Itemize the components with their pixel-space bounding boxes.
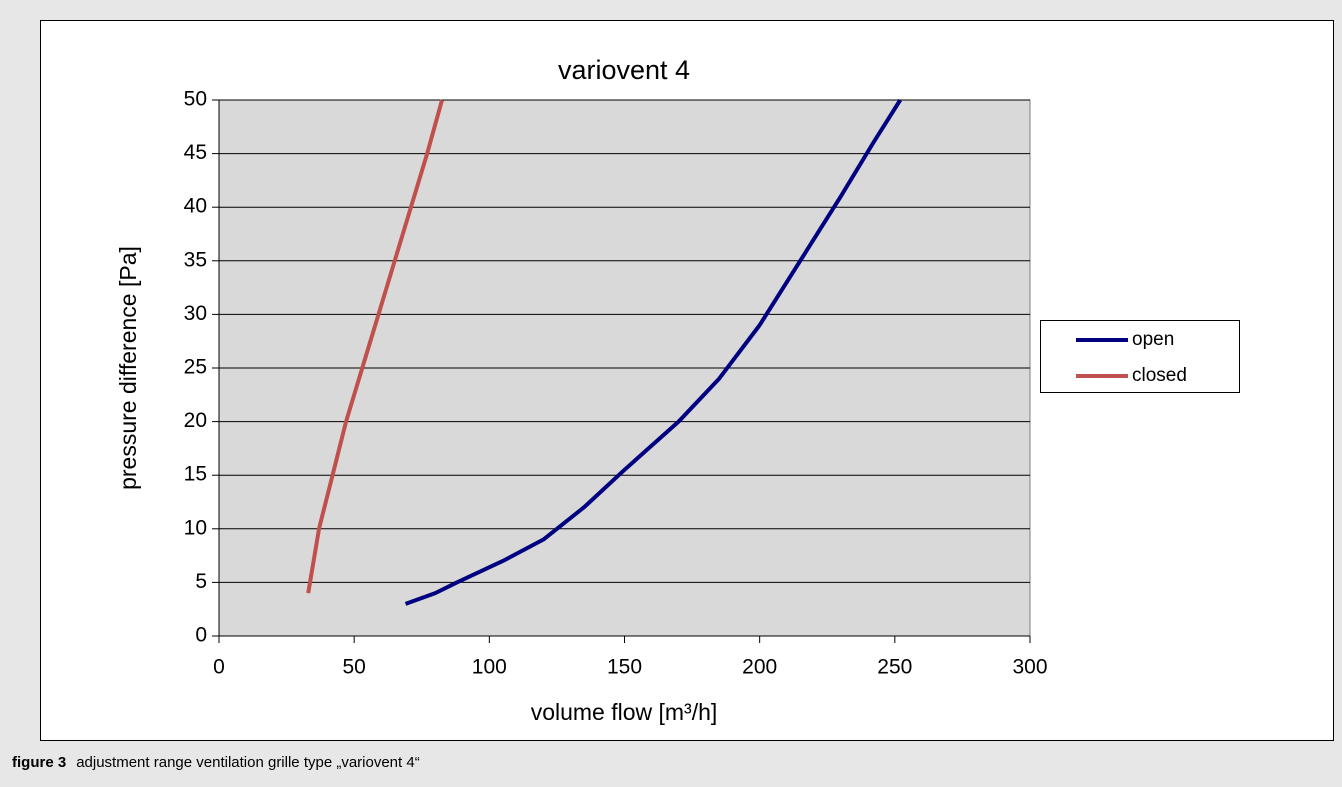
x-tick-label: 150 (607, 656, 642, 679)
y-tick-label: 45 (184, 141, 207, 164)
y-tick-label: 0 (195, 624, 207, 647)
y-axis-title: pressure difference [Pa] (115, 246, 141, 490)
y-tick-label: 30 (184, 302, 207, 325)
x-tick-label: 300 (1012, 656, 1047, 679)
legend-label: closed (1132, 365, 1187, 386)
caption-label: figure 3 (12, 754, 66, 771)
caption: figure 3 adjustment range ventilation gri… (12, 754, 420, 771)
x-tick-label: 200 (742, 656, 777, 679)
y-tick-label: 40 (184, 195, 207, 218)
legend (1040, 320, 1240, 393)
x-tick-label: 50 (342, 656, 365, 679)
line-series (306, 99, 444, 594)
y-tick-label: 35 (184, 248, 207, 271)
caption-text: adjustment range ventilation grille type… (76, 754, 420, 771)
x-tick-label: 100 (472, 656, 507, 679)
y-tick-label: 50 (184, 88, 207, 111)
legend-label: open (1132, 329, 1174, 350)
x-tick-label: 0 (213, 656, 225, 679)
x-tick-label: 250 (877, 656, 912, 679)
line-series (404, 98, 902, 606)
y-tick-label: 20 (184, 409, 207, 432)
y-tick-label: 25 (184, 356, 207, 379)
y-tick-label: 5 (195, 570, 207, 593)
y-tick-label: 10 (184, 516, 207, 539)
y-tick-label: 15 (184, 463, 207, 486)
x-axis-title: volume flow [m³/h] (531, 699, 718, 725)
chart-title: variovent 4 (558, 55, 690, 85)
